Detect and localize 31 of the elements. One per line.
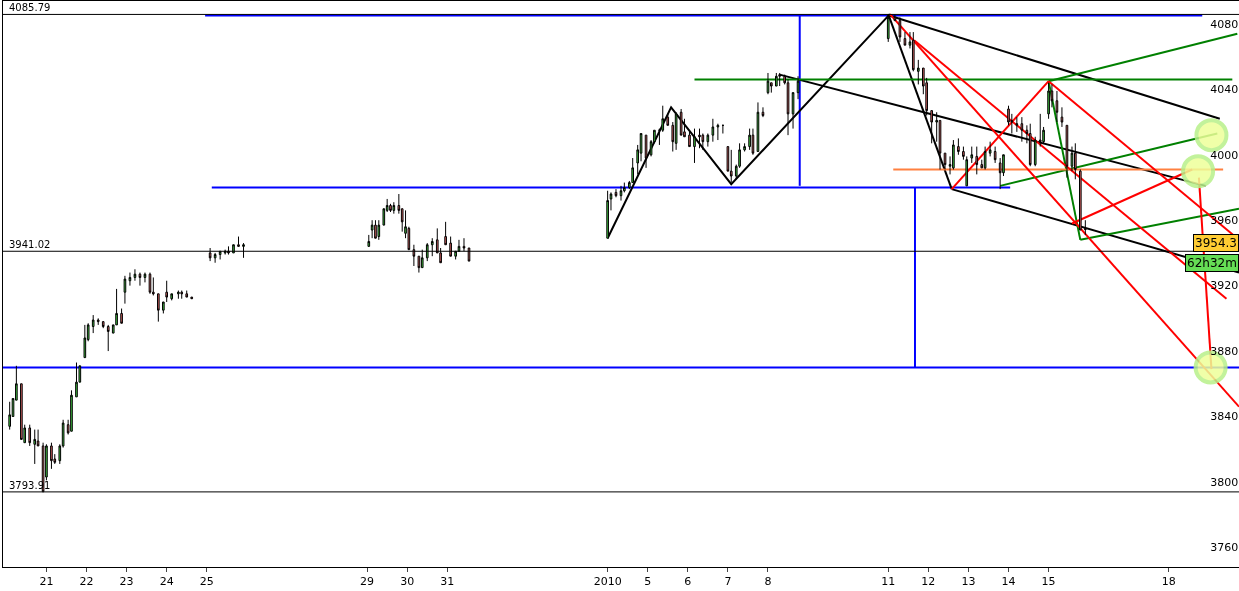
x-tick-label: 24 [159, 575, 174, 589]
y-tick-label: 3880 [1210, 344, 1239, 358]
x-tick-label: 22 [79, 575, 94, 589]
y-tick-label: 4040 [1210, 83, 1239, 97]
x-tick-label: 5 [644, 575, 652, 589]
x-tick-label: 29 [360, 575, 375, 589]
y-tick-label: 4080 [1210, 17, 1239, 31]
x-tick-label: 23 [119, 575, 134, 589]
annotation: 3954.3 [1195, 236, 1237, 250]
x-tick-label: 6 [684, 575, 692, 589]
x-tick-label: 21 [39, 575, 54, 589]
x-tick-label: 11 [881, 575, 896, 589]
x-tick-label: 7 [724, 575, 732, 589]
x-tick-label: 25 [199, 575, 214, 589]
x-tick-label: 8 [764, 575, 772, 589]
x-tick-label: 15 [1041, 575, 1056, 589]
y-tick-label: 3920 [1210, 279, 1239, 293]
y-tick-label: 3760 [1210, 541, 1239, 555]
x-tick-label: 30 [400, 575, 415, 589]
y-tick-label: 3800 [1210, 475, 1239, 489]
annotation: 62h32m [1187, 256, 1237, 270]
x-tick-label: 18 [1161, 575, 1176, 589]
ref-line-label: 4085.79 [9, 2, 51, 13]
ref-line-label: 3941.02 [9, 239, 51, 250]
x-tick-label: 2010 [593, 575, 622, 589]
y-tick-label: 3840 [1210, 410, 1239, 424]
x-tick-label: 14 [1001, 575, 1016, 589]
x-tick-label: 12 [921, 575, 936, 589]
x-tick-label: 13 [961, 575, 976, 589]
x-tick-label: 31 [440, 575, 455, 589]
y-tick-label: 4000 [1210, 148, 1239, 162]
